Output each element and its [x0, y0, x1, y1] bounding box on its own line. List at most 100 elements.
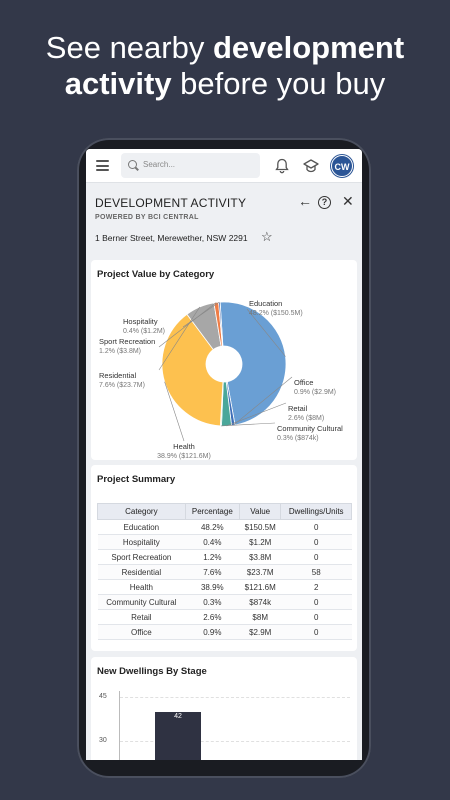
graduation-cap-icon[interactable] — [303, 158, 319, 174]
pie-label: Office — [294, 378, 313, 387]
table-row: Office 0.9% $2.9M 0 — [97, 624, 352, 640]
y-tick-label: 30 — [99, 737, 107, 744]
pie-leader-line — [182, 301, 220, 328]
table-cell: 38.9% — [185, 579, 240, 595]
pie-value-label: 0.9% ($2.9M) — [294, 389, 336, 396]
table-cell: $121.6M — [239, 579, 281, 595]
gridline — [120, 741, 350, 742]
table-row: Hospitality 0.4% $1.2M 0 — [97, 534, 352, 550]
close-icon[interactable]: ✕ — [342, 193, 354, 209]
table-row: Sport Recreation 1.2% $3.8M 0 — [97, 549, 352, 565]
pie-chart-card: Project Value by Category Education 48.2%… — [91, 260, 357, 460]
y-tick-label: 45 — [99, 693, 107, 700]
project-summary-card: Project Summary Category Percentage Valu… — [91, 465, 357, 651]
pie-leader-line — [226, 402, 287, 427]
pie-label: Education — [249, 299, 282, 308]
table-row: Retail 2.6% $8M 0 — [97, 609, 352, 625]
pie-label: Community Cultural — [277, 424, 343, 433]
menu-icon[interactable] — [96, 160, 109, 171]
pie-leader-line — [220, 422, 276, 427]
table-cell: 0 — [280, 549, 352, 565]
table-row: Education 48.2% $150.5M 0 — [97, 519, 352, 535]
search-placeholder: Search... — [143, 160, 176, 169]
pie-value-label: 38.9% ($121.6M) — [157, 453, 211, 460]
table-cell: 58 — [280, 564, 352, 580]
help-icon[interactable]: ? — [318, 196, 331, 209]
table-cell: Community Cultural — [97, 594, 186, 610]
table-cell: Education — [97, 519, 186, 535]
table-cell: Hospitality — [97, 534, 186, 550]
table-cell: $874k — [239, 594, 281, 610]
table-cell: 0 — [280, 609, 352, 625]
promo-line-1-bold: development — [212, 30, 405, 65]
promo-line-2-bold: activity — [64, 66, 172, 101]
table-cell: 48.2% — [185, 519, 240, 535]
app-screen: Search... CW DEVELOPMENT ACTIVITY POWERE… — [86, 149, 362, 760]
table-row: Health 38.9% $121.6M 2 — [97, 579, 352, 595]
search-input[interactable]: Search... — [121, 153, 260, 178]
column-header: Percentage — [184, 503, 240, 520]
table-cell: 0 — [280, 519, 352, 535]
table-cell: Retail — [97, 609, 186, 625]
pie-leader-line — [246, 308, 286, 357]
pie-value-label: 0.3% ($874k) — [277, 435, 319, 442]
table-header-row: Category Percentage Value Dwellings/Unit… — [97, 503, 352, 520]
table-cell: 2.6% — [185, 609, 240, 625]
promo-line-2-normal: before you buy — [171, 66, 386, 101]
pie-label: Retail — [288, 404, 308, 413]
pie-leader-line — [158, 302, 217, 348]
table-cell: 0 — [280, 594, 352, 610]
back-arrow-icon[interactable]: ← — [298, 193, 312, 209]
pie-value-label: 1.2% ($3.8M) — [99, 348, 141, 355]
pie-value-label: 2.6% ($8M) — [288, 415, 324, 422]
promo-headline: See nearby development activity before y… — [0, 30, 450, 102]
table-cell: 2 — [280, 579, 352, 595]
pie-label: Sport Recreation — [99, 337, 155, 346]
table-cell: $150.5M — [239, 519, 281, 535]
project-summary-title: Project Summary — [97, 474, 176, 485]
table-cell: Office — [97, 624, 186, 640]
bar-data-label: 42 — [174, 713, 182, 720]
pie-label: Residential — [99, 371, 136, 380]
table-row: Community Cultural 0.3% $874k 0 — [97, 594, 352, 610]
dwellings-bar[interactable] — [155, 712, 201, 760]
table-cell: $1.2M — [239, 534, 281, 550]
table-cell: 0.4% — [185, 534, 240, 550]
phone-frame: Search... CW DEVELOPMENT ACTIVITY POWERE… — [77, 138, 371, 778]
table-row: Residential 7.6% $23.7M 58 — [97, 564, 352, 580]
pie-value-label: 48.2% ($150.5M) — [249, 310, 303, 317]
summary-table: Category Percentage Value Dwellings/Unit… — [97, 503, 352, 640]
dwellings-chart-card: New Dwellings By Stage 45 30 42 — [91, 657, 357, 760]
pie-leader-line — [164, 381, 185, 442]
gridline — [120, 697, 350, 698]
page-subtitle: POWERED BY BCI CENTRAL — [95, 214, 199, 221]
page-header: DEVELOPMENT ACTIVITY POWERED BY BCI CENT… — [86, 184, 362, 256]
pie-chart-title: Project Value by Category — [97, 269, 215, 280]
column-header: Dwellings/Units — [280, 503, 352, 520]
table-cell: Residential — [97, 564, 186, 580]
table-cell: Health — [97, 579, 186, 595]
promo-line-1-normal: See nearby — [45, 30, 213, 65]
pie-label: Health — [173, 442, 195, 451]
top-bar: Search... CW — [86, 149, 362, 183]
pie-label: Hospitality — [123, 317, 158, 326]
table-cell: $8M — [239, 609, 281, 625]
address-text: 1 Berner Street, Merewether, NSW 2291 — [95, 233, 248, 243]
column-header: Category — [97, 503, 186, 520]
pie-slice-education[interactable] — [219, 301, 287, 426]
table-cell: 7.6% — [185, 564, 240, 580]
promo-line-1: See nearby development — [0, 30, 450, 66]
table-cell: $23.7M — [239, 564, 281, 580]
pie-chart: Education 48.2% ($150.5M) Office 0.9% ($2.9… — [99, 299, 343, 460]
avatar[interactable]: CW — [331, 155, 353, 177]
star-icon[interactable]: ☆ — [261, 229, 273, 244]
bell-icon[interactable] — [275, 158, 289, 174]
table-cell: Sport Recreation — [97, 549, 186, 565]
table-cell: $2.9M — [239, 624, 281, 640]
table-cell: $3.8M — [239, 549, 281, 565]
pie-value-label: 7.6% ($23.7M) — [99, 382, 145, 389]
promo-line-2: activity before you buy — [0, 66, 450, 102]
table-cell: 0 — [280, 534, 352, 550]
pie-leader-line — [233, 376, 293, 426]
table-cell: 0 — [280, 624, 352, 640]
